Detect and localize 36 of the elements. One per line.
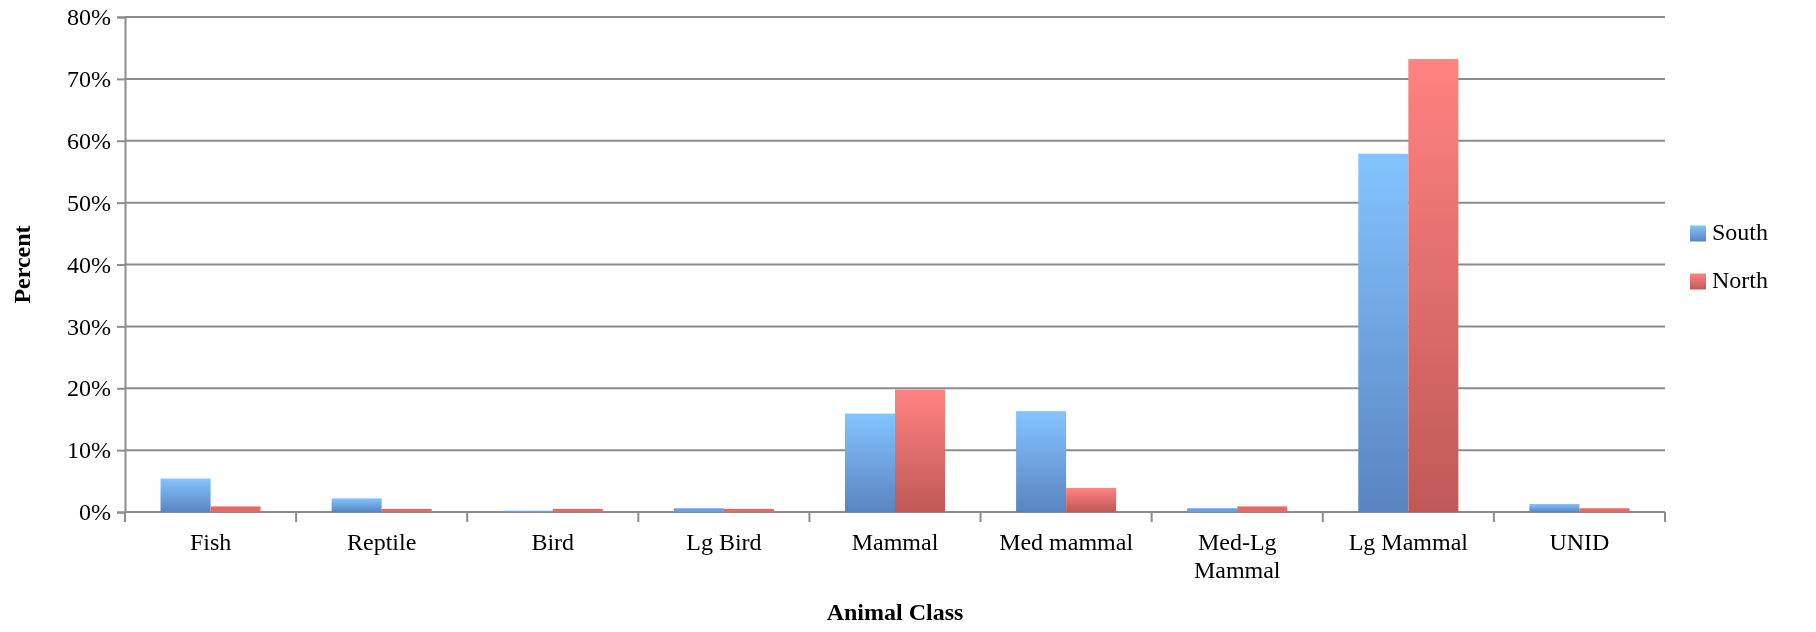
- bar: [1358, 153, 1409, 512]
- x-tick-label: Fish: [189, 529, 232, 555]
- y-tick-label: 70%: [67, 66, 111, 93]
- x-tick-label: Mammal: [851, 529, 939, 555]
- bar: [552, 508, 603, 512]
- bar: [381, 508, 432, 512]
- bar: [331, 498, 382, 512]
- y-tick-label: 10%: [67, 437, 111, 464]
- x-axis-title: Animal Class: [826, 599, 964, 625]
- y-tick-label: 40%: [67, 251, 111, 278]
- x-tick-label: Med-Lg Mammal: [1193, 529, 1281, 583]
- legend-label: North: [1712, 266, 1768, 293]
- x-tick-label: Lg Mammal: [1348, 529, 1469, 555]
- x-tick-label: Lg Bird: [686, 529, 762, 555]
- bar: [210, 506, 261, 512]
- y-tick-label: 30%: [67, 313, 111, 340]
- bar: [844, 413, 895, 512]
- legend-label: South: [1712, 218, 1769, 245]
- bar: [1016, 411, 1067, 512]
- x-tick-label: Med mammal: [999, 529, 1134, 555]
- bar: [1529, 503, 1580, 512]
- bar: [1579, 508, 1630, 512]
- bar: [1187, 508, 1238, 512]
- y-tick-label: 50%: [67, 189, 111, 216]
- y-axis-title: Percent: [9, 225, 35, 304]
- y-tick-label: 20%: [67, 375, 111, 402]
- y-tick-label: 0%: [79, 499, 111, 526]
- x-tick-label: UNID: [1549, 529, 1610, 555]
- y-tick-label: 80%: [67, 4, 111, 31]
- bar: [673, 508, 724, 512]
- bar: [723, 508, 774, 512]
- y-tick-label: 60%: [67, 127, 111, 154]
- x-tick-label: Reptile: [347, 529, 417, 555]
- x-tick-label: Bird: [531, 529, 575, 555]
- bar: [160, 478, 211, 512]
- bar: [1237, 506, 1288, 512]
